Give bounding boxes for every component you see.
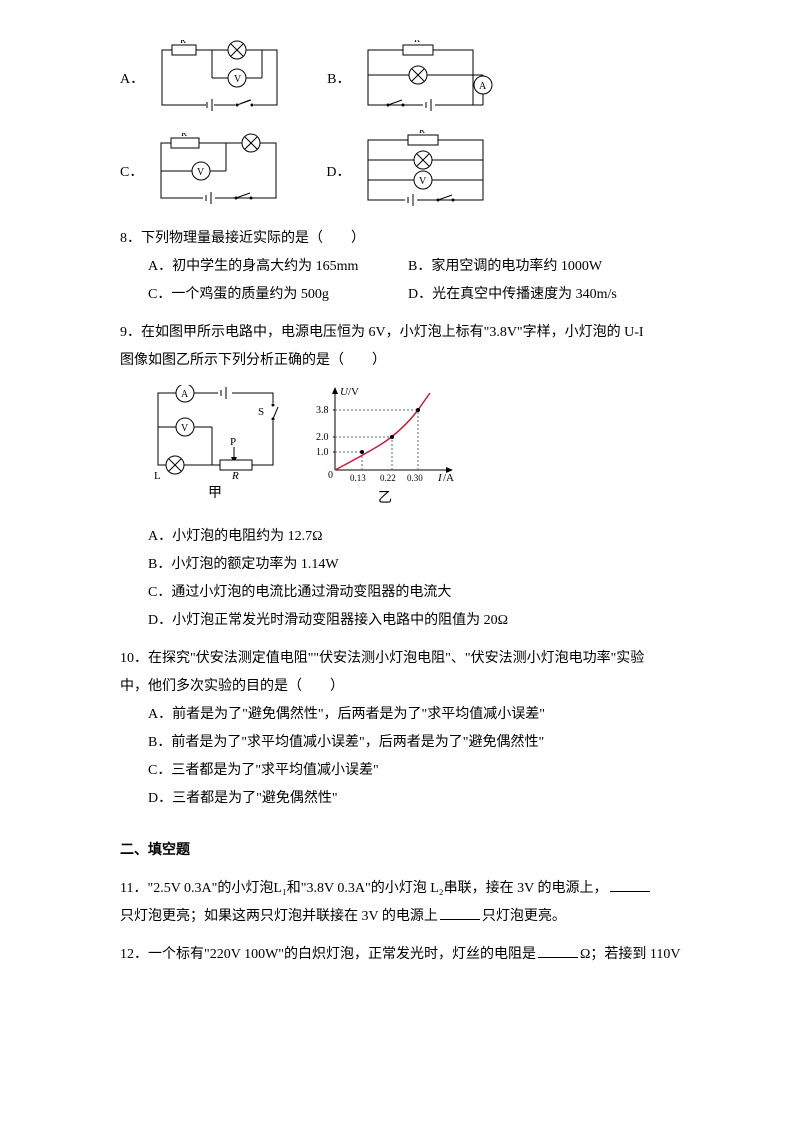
q8-opt-d: D．光在真空中传播速度为 340m/s: [408, 281, 668, 309]
svg-text:V: V: [234, 74, 242, 85]
svg-text:/V: /V: [348, 386, 359, 398]
q9-opt-a: A．小灯泡的电阻约为 12.7Ω: [148, 523, 694, 551]
q10-opt-a: A．前者是为了"避免偶然性"，后两者是为了"求平均值减小误差": [148, 701, 694, 729]
q7-option-a: A． R V: [120, 40, 287, 120]
svg-text:R: R: [181, 133, 187, 138]
svg-text:0.30: 0.30: [407, 473, 423, 483]
q10-stem1: 10．在探究"伏安法测定值电阻""伏安法测小灯泡电阻"、"伏安法测小灯泡电功率"…: [120, 645, 694, 673]
q7-label-a: A．: [120, 66, 144, 94]
q12-blank1: [538, 957, 578, 958]
svg-text:L: L: [154, 470, 161, 480]
q8: 8．下列物理量最接近实际的是（ ） A．初中学生的身高大约为 165mm B．家…: [120, 225, 694, 309]
circuit-diagram-b: R A: [358, 40, 503, 120]
q8-opt-a: A．初中学生的身高大约为 165mm: [148, 253, 408, 281]
svg-text:P: P: [230, 436, 236, 448]
q9-opt-c: C．通过小灯泡的电流比通过滑动变阻器的电流大: [148, 579, 694, 607]
svg-text:V: V: [181, 423, 189, 434]
svg-text:A: A: [181, 389, 189, 400]
svg-text:2.0: 2.0: [316, 432, 329, 443]
svg-text:V: V: [197, 167, 205, 178]
q11-blank1: [610, 891, 650, 892]
q7-options-row-2: C． R V D． R: [120, 130, 694, 215]
q9-graph-yi: U /V I /A 0 1.0 2.0 3.8 0.13 0.22 0.30: [310, 385, 460, 513]
q7-label-d: D．: [326, 159, 350, 187]
q11-part1: 11．"2.5V 0.3A"的小灯泡L₁和"3.8V 0.3A"的小灯泡 L₂串…: [120, 881, 608, 896]
svg-text:R: R: [414, 40, 420, 44]
q7-option-b: B． R A: [327, 40, 503, 120]
q11-part2: 只灯泡更亮；如果这两只灯泡并联接在 3V 的电源上: [120, 909, 438, 924]
q10-opt-c: C．三者都是为了"求平均值减小误差": [148, 757, 694, 785]
svg-text:R: R: [419, 130, 425, 135]
q7-option-c: C． R V: [120, 133, 286, 213]
circuit-diagram-d: R V: [358, 130, 493, 215]
q7-options-row-1: A． R V: [120, 40, 694, 120]
caption-yi: 乙: [310, 485, 460, 513]
q9-stem1: 9．在如图甲所示电路中，电源电压恒为 6V，小灯泡上标有"3.8V"字样，小灯泡…: [120, 319, 694, 347]
svg-text:R: R: [231, 470, 239, 480]
q7-label-c: C．: [120, 159, 143, 187]
q8-opt-b: B．家用空调的电功率约 1000W: [408, 253, 668, 281]
svg-text:V: V: [419, 176, 427, 187]
svg-text:0.22: 0.22: [380, 473, 396, 483]
svg-text:/A: /A: [443, 472, 454, 484]
circuit-diagram-a: R V: [152, 40, 287, 120]
svg-text:0: 0: [328, 470, 333, 481]
q7-option-d: D． R V: [326, 130, 493, 215]
svg-text:1.0: 1.0: [316, 447, 329, 458]
svg-text:3.8: 3.8: [316, 405, 329, 416]
q10-stem2: 中，他们多次实验的目的是（ ）: [120, 673, 694, 701]
q8-stem: 8．下列物理量最接近实际的是（ ）: [120, 225, 694, 253]
q8-opt-c: C．一个鸡蛋的质量约为 500g: [148, 281, 408, 309]
circuit-diagram-c: R V: [151, 133, 286, 213]
section2-heading: 二、填空题: [120, 837, 694, 865]
q9-stem2: 图像如图乙所示下列分析正确的是（ ）: [120, 347, 694, 375]
q9-opt-b: B．小灯泡的额定功率为 1.14W: [148, 551, 694, 579]
q12-part2: Ω；若接到 110V: [580, 947, 681, 962]
q12: 12．一个标有"220V 100W"的白炽灯泡，正常发光时，灯丝的电阻是 Ω；若接…: [120, 941, 694, 969]
q12-part1: 12．一个标有"220V 100W"的白炽灯泡，正常发光时，灯丝的电阻是: [120, 947, 536, 962]
q10-opt-d: D．三者都是为了"避免偶然性": [148, 785, 694, 813]
caption-jia: 甲: [150, 480, 280, 508]
svg-text:A: A: [479, 81, 487, 92]
q11-part3: 只灯泡更亮。: [482, 909, 566, 924]
q9: 9．在如图甲所示电路中，电源电压恒为 6V，小灯泡上标有"3.8V"字样，小灯泡…: [120, 319, 694, 635]
q9-opt-d: D．小灯泡正常发光时滑动变阻器接入电路中的阻值为 20Ω: [148, 607, 694, 635]
q11: 11．"2.5V 0.3A"的小灯泡L₁和"3.8V 0.3A"的小灯泡 L₂串…: [120, 875, 694, 931]
q11-blank2: [440, 919, 480, 920]
svg-text:S: S: [258, 406, 264, 418]
q7-label-b: B．: [327, 66, 350, 94]
svg-text:0.13: 0.13: [350, 473, 366, 483]
q10-opt-b: B．前者是为了"求平均值减小误差"，后两者是为了"避免偶然性": [148, 729, 694, 757]
q9-circuit-jia: A S V L: [150, 385, 280, 508]
q10: 10．在探究"伏安法测定值电阻""伏安法测小灯泡电阻"、"伏安法测小灯泡电功率"…: [120, 645, 694, 813]
svg-text:R: R: [180, 40, 186, 45]
